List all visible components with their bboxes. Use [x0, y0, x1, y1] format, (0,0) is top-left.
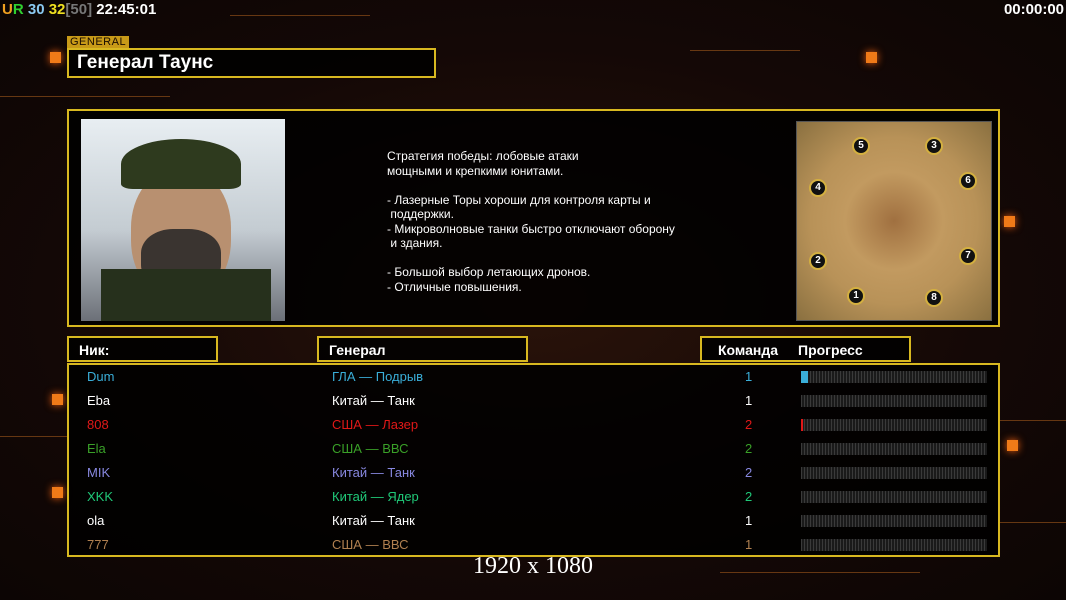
- progress-bar: [801, 515, 987, 527]
- map-preview[interactable]: 1 2 3 4 5 6 7 8: [796, 121, 992, 321]
- general-info-panel: Стратегия победы: лобовые атаки мощными …: [67, 109, 1000, 327]
- progress-fill: [801, 371, 809, 383]
- start-position-6[interactable]: 6: [959, 172, 977, 190]
- decor-square: [1007, 440, 1018, 451]
- progress-fill: [801, 419, 803, 431]
- player-general: ГЛА — Подрыв: [332, 369, 424, 384]
- column-general: Генерал: [317, 336, 528, 362]
- progress-bar: [801, 539, 987, 551]
- table-row: MIK Китай — Танк 2: [69, 463, 998, 487]
- player-team: 2: [745, 465, 753, 480]
- column-progress: Прогресс: [798, 342, 863, 358]
- progress-bar: [801, 395, 987, 407]
- player-team: 1: [745, 513, 753, 528]
- game-timer: 00:00:00: [1003, 1, 1064, 18]
- section-label: GENERAL: [67, 36, 130, 48]
- hud-r: R: [12, 1, 24, 18]
- decor-square: [1004, 216, 1015, 227]
- hud-clock: 22:45:01: [96, 1, 157, 18]
- player-general: Китай — Танк: [332, 513, 415, 528]
- progress-bar: [801, 467, 987, 479]
- player-general: Китай — Танк: [332, 465, 415, 480]
- decor-line: [230, 15, 370, 16]
- hud-bracket: [50]: [65, 1, 93, 18]
- column-nick: Ник:: [67, 336, 218, 362]
- start-position-3[interactable]: 3: [925, 137, 943, 155]
- table-row: ola Китай — Танк 1: [69, 511, 998, 535]
- player-nick: Dum: [87, 369, 115, 384]
- progress-bar: [801, 491, 987, 503]
- start-position-8[interactable]: 8: [925, 289, 943, 307]
- player-general: Китай — Ядер: [332, 489, 419, 504]
- start-position-1[interactable]: 1: [847, 287, 865, 305]
- hud-value-1: 30: [27, 1, 45, 18]
- start-position-5[interactable]: 5: [852, 137, 870, 155]
- hud-value-2: 32: [48, 1, 66, 18]
- player-team: 1: [745, 537, 753, 552]
- general-name: Генерал Таунс: [67, 48, 436, 78]
- hud-stats: UR 30 32[50] 22:45:01: [2, 1, 156, 18]
- progress-bar: [801, 443, 987, 455]
- players-table: Dum ГЛА — Подрыв 1 Eba Китай — Танк 1 80…: [67, 363, 1000, 557]
- decor-square: [50, 52, 61, 63]
- decor-line: [1000, 420, 1066, 421]
- player-team: 1: [745, 369, 753, 384]
- decor-line: [0, 96, 170, 97]
- progress-bar: [801, 419, 987, 431]
- player-nick: XKK: [87, 489, 114, 504]
- decor-line: [1000, 522, 1066, 523]
- progress-bar: [801, 371, 987, 383]
- player-team: 2: [745, 417, 753, 432]
- player-general: США — ВВС: [332, 537, 409, 552]
- resolution-label: 1920 x 1080: [473, 553, 593, 579]
- hud-u: U: [2, 1, 13, 18]
- table-row: Eba Китай — Танк 1: [69, 391, 998, 415]
- player-nick: Ela: [87, 441, 106, 456]
- start-position-7[interactable]: 7: [959, 247, 977, 265]
- player-team: 2: [745, 441, 753, 456]
- decor-square: [52, 394, 63, 405]
- decor-line: [690, 50, 800, 51]
- decor-line: [0, 436, 67, 437]
- start-position-4[interactable]: 4: [809, 179, 827, 197]
- general-description: Стратегия победы: лобовые атаки мощными …: [387, 149, 675, 294]
- player-team: 2: [745, 489, 753, 504]
- table-row: Ela США — ВВС 2: [69, 439, 998, 463]
- table-row: XKK Китай — Ядер 2: [69, 487, 998, 511]
- player-general: США — Лазер: [332, 417, 419, 432]
- player-nick: ola: [87, 513, 105, 528]
- table-row: 808 США — Лазер 2: [69, 415, 998, 439]
- table-row: 777 США — ВВС 1: [69, 535, 998, 559]
- player-general: Китай — Танк: [332, 393, 415, 408]
- player-nick: 777: [87, 537, 109, 552]
- column-team-progress: Команда Прогресс: [700, 336, 911, 362]
- table-row: Dum ГЛА — Подрыв 1: [69, 367, 998, 391]
- player-nick: MIK: [87, 465, 111, 480]
- column-team: Команда: [718, 342, 778, 358]
- player-nick: Eba: [87, 393, 111, 408]
- decor-line: [720, 572, 920, 573]
- player-general: США — ВВС: [332, 441, 409, 456]
- player-nick: 808: [87, 417, 109, 432]
- start-position-2[interactable]: 2: [809, 252, 827, 270]
- decor-square: [866, 52, 877, 63]
- general-portrait: [81, 119, 285, 321]
- decor-square: [52, 487, 63, 498]
- player-team: 1: [745, 393, 753, 408]
